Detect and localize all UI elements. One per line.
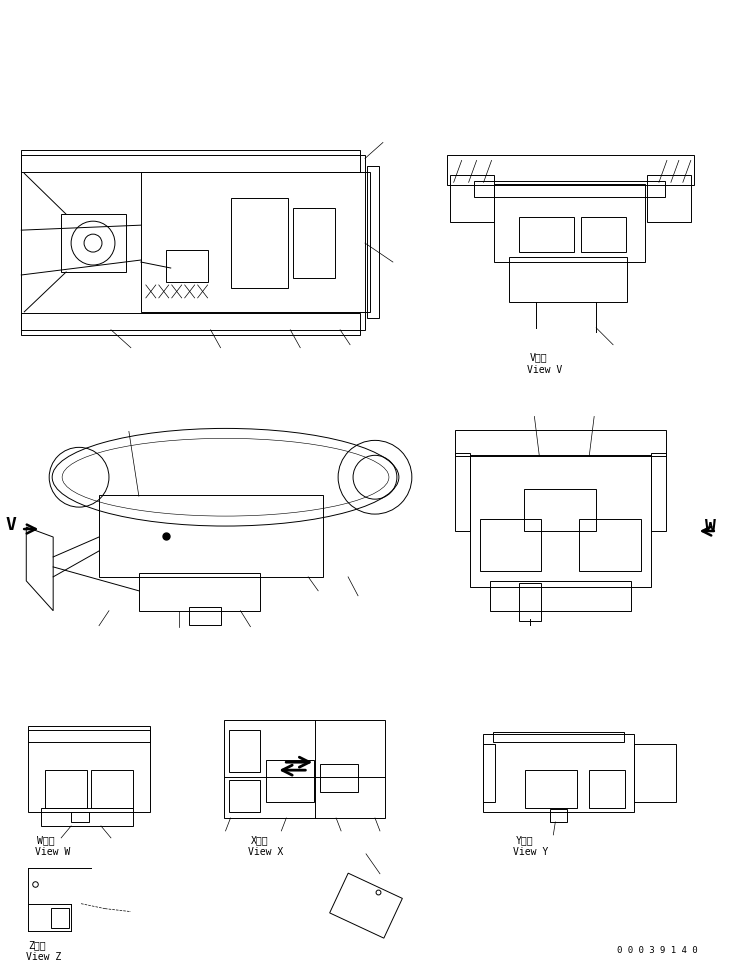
Bar (520, 583, 542, 621)
Bar (41, 808, 133, 826)
Bar (28, 727, 150, 743)
Text: Z　視: Z 視 (28, 940, 46, 949)
Bar (509, 258, 627, 303)
Bar (651, 454, 666, 531)
Bar (494, 185, 645, 262)
Bar (483, 734, 634, 812)
Bar (228, 780, 260, 812)
Bar (166, 251, 208, 283)
Bar (581, 218, 626, 253)
Bar (367, 167, 379, 318)
Text: V: V (5, 515, 16, 533)
Bar (223, 721, 385, 818)
Bar (21, 157, 365, 331)
Bar (61, 215, 126, 273)
Text: View Z: View Z (27, 951, 61, 961)
Bar (489, 581, 631, 611)
Bar (474, 183, 665, 198)
Bar (21, 151, 360, 173)
Text: X　視: X 視 (251, 834, 268, 844)
Bar (647, 176, 691, 223)
Bar (28, 730, 150, 812)
Text: V　視: V 視 (529, 353, 547, 362)
Bar (551, 809, 568, 822)
Bar (454, 431, 666, 456)
Text: View W: View W (35, 846, 70, 856)
Bar (71, 812, 89, 822)
Bar (188, 607, 220, 625)
Bar (480, 520, 542, 571)
Bar (525, 490, 596, 531)
Bar (231, 199, 288, 288)
Bar (589, 771, 625, 808)
Bar (139, 574, 260, 611)
Text: View Y: View Y (514, 846, 549, 856)
Text: W　視: W 視 (37, 834, 55, 844)
Bar (51, 908, 69, 927)
Text: 0 0 0 3 9 1 4 0: 0 0 0 3 9 1 4 0 (617, 946, 698, 954)
Bar (45, 771, 87, 808)
Bar (520, 218, 574, 253)
Bar (99, 496, 323, 578)
Text: W: W (705, 517, 715, 535)
Bar (579, 520, 641, 571)
Bar (634, 745, 676, 802)
Text: Y　視: Y 視 (516, 834, 533, 844)
Bar (228, 730, 260, 773)
Bar (525, 771, 577, 808)
Bar (141, 173, 370, 312)
Text: View X: View X (248, 846, 284, 856)
Bar (450, 176, 494, 223)
Bar (266, 760, 314, 802)
Bar (469, 456, 651, 587)
Bar (21, 313, 360, 335)
Bar (493, 732, 624, 743)
Text: View V: View V (528, 364, 562, 374)
Bar (483, 745, 494, 802)
Bar (320, 764, 358, 792)
Bar (454, 454, 469, 531)
Bar (91, 771, 133, 808)
Bar (293, 209, 335, 279)
Bar (446, 157, 694, 186)
